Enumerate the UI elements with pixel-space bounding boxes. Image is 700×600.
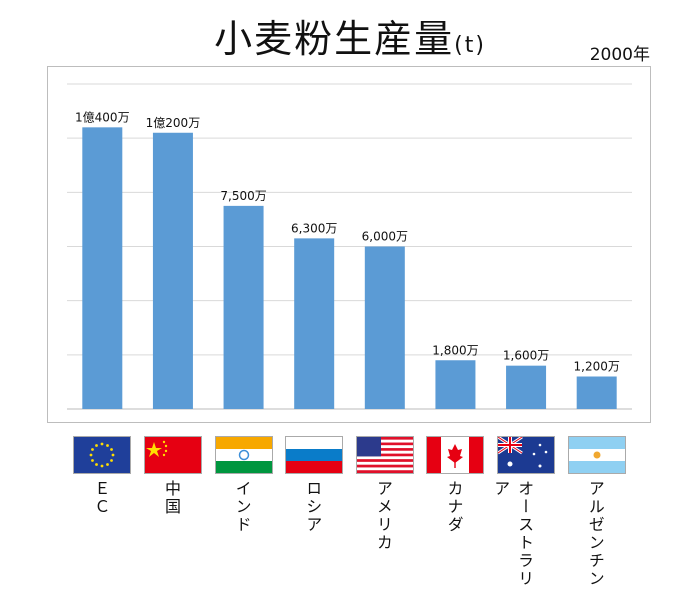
data-label: 6,000万 xyxy=(362,230,408,244)
category-label: アルゼンチン xyxy=(585,480,605,588)
bar xyxy=(223,205,264,409)
category-label: オーストラリア xyxy=(491,480,535,588)
bar xyxy=(364,246,405,409)
data-label: 6,300万 xyxy=(291,221,337,235)
category-label: ＥＣ xyxy=(91,480,111,516)
category-label: ロシア xyxy=(303,480,323,534)
argentina-flag-icon xyxy=(567,436,626,474)
year-note: 2000年 xyxy=(589,45,650,65)
eu-flag-icon xyxy=(73,436,132,474)
bar xyxy=(82,127,123,409)
bar xyxy=(435,360,476,409)
india-flag-icon xyxy=(214,436,273,474)
data-label: 7,500万 xyxy=(220,189,266,203)
australia-flag-icon xyxy=(497,436,556,474)
data-label: 1,200万 xyxy=(574,360,620,374)
usa-flag-icon xyxy=(355,436,414,474)
category-label: インド xyxy=(232,480,252,534)
russia-flag-icon xyxy=(285,436,344,474)
china-flag-icon xyxy=(143,436,202,474)
category-label: アメリカ xyxy=(373,480,393,552)
bar xyxy=(576,376,617,409)
data-label: 1,600万 xyxy=(503,349,549,363)
canada-flag-icon xyxy=(426,436,485,474)
chart-frame xyxy=(47,66,651,423)
bar xyxy=(294,238,335,409)
bar xyxy=(152,132,193,409)
data-label: 1億200万 xyxy=(146,116,201,130)
category-label: カナダ xyxy=(444,480,464,534)
chart-title: 小麦粉生産量(t) xyxy=(214,17,486,61)
bar xyxy=(506,365,547,409)
data-label: 1億400万 xyxy=(75,110,130,124)
category-label: 中国 xyxy=(161,480,181,516)
data-label: 1,800万 xyxy=(432,343,478,357)
